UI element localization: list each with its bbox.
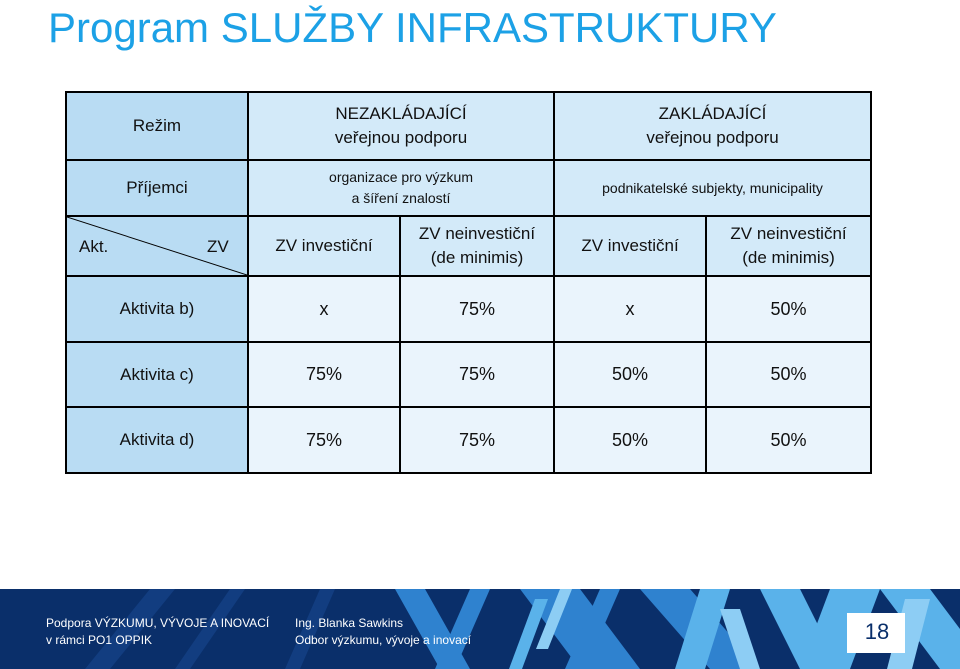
nezakladajici-line1: NEZAKLÁDAJÍCÍ bbox=[335, 104, 467, 123]
footer-author-name: Ing. Blanka Sawkins bbox=[295, 616, 404, 630]
prijemci-research-line1: organizace pro výzkum bbox=[329, 169, 473, 185]
col-header-line1: ZV investiční bbox=[581, 236, 679, 255]
cell-value: 75% bbox=[305, 429, 343, 450]
zakladajici-line2: veřejnou podporu bbox=[646, 128, 779, 147]
nezakladajici-line2: veřejnou podporu bbox=[334, 128, 468, 147]
col-header: ZV neinvestiční (de minimis) bbox=[398, 215, 556, 277]
table-cell: 50% bbox=[705, 406, 873, 474]
cell-value: 75% bbox=[458, 364, 496, 384]
akt-label: Akt. bbox=[79, 237, 109, 256]
footer-bar: Podpora VÝZKUMU, VÝVOJE A INOVACÍ v rámc… bbox=[0, 589, 960, 669]
support-table: Režim NEZAKLÁDAJÍCÍ veřejnou podporu ZAK… bbox=[65, 91, 873, 474]
prijemci-business: podnikatelské subjekty, municipality bbox=[602, 179, 823, 196]
col-header: ZV investiční bbox=[247, 215, 401, 277]
cell-value: 75% bbox=[305, 364, 343, 384]
row-label-text: Aktivita d) bbox=[119, 430, 195, 449]
page-number: 18 bbox=[864, 619, 890, 644]
table-cell: x bbox=[247, 275, 401, 343]
cell-value: x bbox=[319, 298, 329, 319]
row-label: Aktivita c) bbox=[65, 341, 249, 408]
cell-value: 50% bbox=[770, 364, 807, 384]
footer-left-text: Podpora VÝZKUMU, VÝVOJE A INOVACÍ v rámc… bbox=[46, 615, 269, 649]
footer-left-line1: Podpora VÝZKUMU, VÝVOJE A INOVACÍ bbox=[46, 616, 270, 630]
cell-value: 50% bbox=[612, 364, 649, 384]
prijemci-research-cell: organizace pro výzkum a šíření znalostí bbox=[246, 159, 556, 217]
col-header-line2: (de minimis) bbox=[430, 248, 524, 267]
row-label: Aktivita d) bbox=[65, 406, 249, 474]
prijemci-business-cell: podnikatelské subjekty, municipality bbox=[553, 159, 873, 217]
cell-value: 75% bbox=[458, 298, 496, 319]
zv-label: ZV bbox=[207, 237, 229, 256]
col-header-line2: (de minimis) bbox=[742, 248, 835, 267]
cell-value: 50% bbox=[770, 429, 807, 450]
row-label-text: Aktivita c) bbox=[120, 364, 194, 384]
zakladajici-header: ZAKLÁDAJÍCÍ veřejnou podporu bbox=[553, 91, 873, 161]
col-header-line1: ZV neinvestiční bbox=[730, 224, 847, 243]
row-label-text: Aktivita b) bbox=[119, 299, 195, 318]
rezim-label: Režim bbox=[132, 116, 182, 135]
col-header: ZV neinvestiční (de minimis) bbox=[705, 215, 873, 277]
zakladajici-line1: ZAKLÁDAJÍCÍ bbox=[658, 104, 767, 123]
table-cell: 75% bbox=[398, 341, 556, 408]
col-header: ZV investiční bbox=[553, 215, 708, 277]
prijemci-research-line2: a šíření znalostí bbox=[351, 190, 451, 206]
cell-value: x bbox=[625, 298, 635, 319]
footer-decoration bbox=[0, 589, 960, 669]
footer-author-text: Ing. Blanka Sawkins Odbor výzkumu, vývoj… bbox=[295, 615, 471, 649]
slide-title: Program SLUŽBY INFRASTRUKTURY bbox=[48, 4, 777, 51]
cell-value: 50% bbox=[612, 429, 649, 450]
diagonal-line bbox=[68, 218, 246, 274]
table-cell: 75% bbox=[247, 406, 401, 474]
table-cell: 50% bbox=[553, 341, 708, 408]
table-cell: 75% bbox=[398, 275, 556, 343]
akt-zv-corner-cell: Akt. ZV bbox=[65, 215, 249, 277]
prijemci-label-cell: Příjemci bbox=[65, 159, 249, 217]
cell-value: 75% bbox=[458, 429, 496, 450]
col-header-line1: ZV investiční bbox=[275, 236, 373, 255]
nezakladajici-header: NEZAKLÁDAJÍCÍ veřejnou podporu bbox=[246, 91, 556, 161]
col-header-line1: ZV neinvestiční bbox=[418, 224, 536, 243]
table-cell: 50% bbox=[705, 341, 873, 408]
table-cell: 50% bbox=[553, 406, 708, 474]
prijemci-label: Příjemci bbox=[126, 178, 188, 197]
table-cell: x bbox=[553, 275, 708, 343]
cell-value: 50% bbox=[770, 298, 807, 319]
footer-author-dept: Odbor výzkumu, vývoje a inovací bbox=[295, 633, 472, 647]
table-cell: 75% bbox=[398, 406, 556, 474]
footer-left-line2: v rámci PO1 OPPIK bbox=[46, 633, 153, 647]
table-cell: 50% bbox=[705, 275, 873, 343]
row-label: Aktivita b) bbox=[65, 275, 249, 343]
rezim-label-cell: Režim bbox=[65, 91, 249, 161]
table-cell: 75% bbox=[247, 341, 401, 408]
